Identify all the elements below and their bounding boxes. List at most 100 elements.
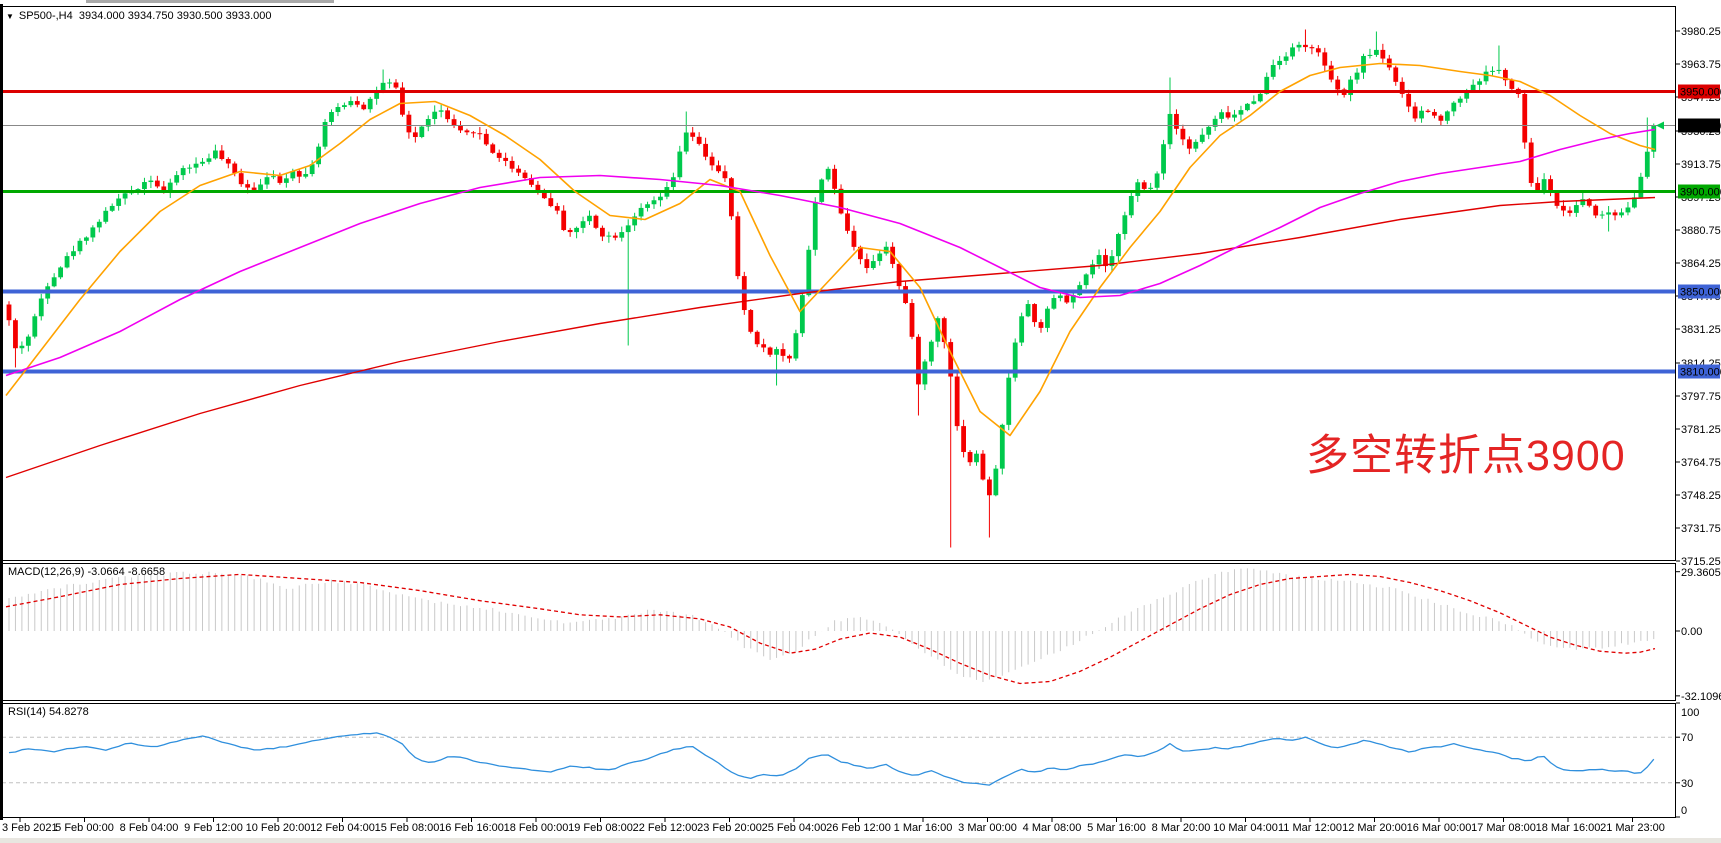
candle bbox=[1399, 81, 1405, 94]
candle bbox=[522, 172, 528, 179]
candle bbox=[1606, 212, 1611, 215]
candle bbox=[780, 349, 786, 356]
rsi-line bbox=[8, 732, 1655, 786]
candle bbox=[1393, 67, 1399, 82]
candle bbox=[1296, 44, 1302, 48]
candle bbox=[1180, 128, 1186, 140]
time-label: 1 Mar 16:00 bbox=[893, 822, 953, 834]
candle bbox=[1032, 304, 1037, 323]
candle bbox=[1580, 199, 1586, 206]
candle bbox=[1322, 52, 1328, 66]
candle bbox=[735, 216, 741, 277]
candle bbox=[1257, 93, 1263, 102]
candle bbox=[477, 133, 483, 135]
time-label: 5 Feb 00:00 bbox=[55, 822, 114, 834]
time-label: 12 Feb 04:00 bbox=[310, 822, 375, 834]
candle bbox=[799, 295, 805, 334]
candle bbox=[928, 341, 934, 362]
candle bbox=[683, 132, 689, 152]
candle bbox=[1090, 264, 1095, 275]
candle bbox=[1335, 79, 1341, 90]
candle bbox=[1051, 298, 1057, 309]
main-chart-canvas[interactable] bbox=[2, 6, 1676, 561]
candle bbox=[632, 216, 638, 226]
candle bbox=[6, 304, 12, 321]
time-axis[interactable]: 3 Feb 2021 5 Feb 00:00 8 Feb 04:00 9 Feb 12… bbox=[0, 820, 1721, 838]
rsi-panel-canvas[interactable] bbox=[2, 703, 1676, 818]
candle bbox=[103, 210, 109, 222]
candle bbox=[909, 303, 915, 337]
macd-indicator-label: MACD(12,26,9) -3.0664 -8.6658 bbox=[8, 566, 166, 578]
candle bbox=[1451, 102, 1457, 112]
candle bbox=[1270, 65, 1276, 77]
time-label: 19 Feb 08:00 bbox=[568, 822, 633, 834]
rsi-axis-label: 30 bbox=[1681, 778, 1693, 790]
candle bbox=[412, 132, 418, 138]
time-label: 5 Mar 16:00 bbox=[1087, 822, 1146, 834]
candle bbox=[825, 168, 831, 180]
time-label: 25 Feb 04:00 bbox=[761, 822, 827, 834]
symbol-dropdown-icon[interactable]: ▼ bbox=[6, 11, 14, 21]
candle bbox=[1096, 255, 1102, 265]
candle bbox=[1561, 205, 1566, 211]
time-label: 11 Mar 12:00 bbox=[1277, 822, 1343, 834]
time-label: 23 Feb 20:00 bbox=[697, 822, 762, 834]
time-label: 18 Feb 00:00 bbox=[503, 822, 569, 834]
candle bbox=[1135, 182, 1141, 197]
candle bbox=[451, 119, 457, 126]
candle bbox=[90, 227, 96, 238]
candle bbox=[651, 200, 657, 205]
candle bbox=[225, 158, 231, 164]
candle bbox=[1057, 295, 1063, 299]
candle bbox=[864, 259, 870, 269]
candle bbox=[1625, 207, 1631, 213]
horizontal-lines[interactable] bbox=[2, 90, 1676, 374]
candle bbox=[870, 261, 876, 269]
rsi-axis-label: 0 bbox=[1681, 805, 1687, 817]
candle bbox=[25, 336, 31, 346]
candle bbox=[432, 111, 438, 119]
ma-slow-line bbox=[5, 196, 1656, 479]
candle bbox=[548, 198, 554, 207]
candle bbox=[32, 316, 38, 337]
macd-panel-canvas[interactable] bbox=[2, 563, 1676, 701]
current-price-badge bbox=[1678, 118, 1720, 133]
candle bbox=[393, 82, 399, 88]
candle bbox=[1586, 199, 1592, 206]
candle bbox=[1290, 47, 1295, 57]
candle bbox=[142, 182, 147, 190]
candle bbox=[1122, 215, 1128, 235]
candle bbox=[1361, 55, 1366, 73]
candle bbox=[187, 167, 192, 169]
candle bbox=[1161, 144, 1166, 174]
candle bbox=[13, 320, 18, 349]
candle bbox=[296, 171, 302, 177]
candle bbox=[1490, 70, 1495, 72]
candle bbox=[1496, 69, 1502, 71]
candle bbox=[625, 225, 631, 233]
candle bbox=[1251, 101, 1257, 104]
symbol-ohlc-line: ▼ SP500-,H4 3934.000 3934.750 3930.500 3… bbox=[6, 10, 272, 22]
candle bbox=[1083, 274, 1089, 286]
candle bbox=[84, 237, 89, 241]
candle bbox=[754, 331, 760, 345]
candle bbox=[77, 240, 83, 252]
price-level-badge-label: 3900.000 bbox=[1680, 187, 1721, 199]
candle bbox=[148, 180, 154, 183]
price-axis[interactable]: 3980.2503963.7503947.2503930.2503913.750… bbox=[1676, 26, 1721, 818]
candle bbox=[619, 232, 625, 238]
candle bbox=[64, 256, 70, 268]
time-label: 12 Mar 20:00 bbox=[1342, 822, 1407, 834]
time-label: 18 Mar 16:00 bbox=[1535, 822, 1601, 834]
candle bbox=[38, 298, 44, 317]
candle bbox=[1470, 84, 1476, 92]
candle bbox=[1503, 69, 1508, 81]
candle bbox=[1599, 214, 1605, 216]
candle bbox=[529, 178, 534, 185]
current-price-marker bbox=[1656, 121, 1664, 130]
candle bbox=[458, 125, 463, 131]
candle bbox=[1386, 58, 1392, 68]
candle bbox=[1019, 316, 1025, 343]
